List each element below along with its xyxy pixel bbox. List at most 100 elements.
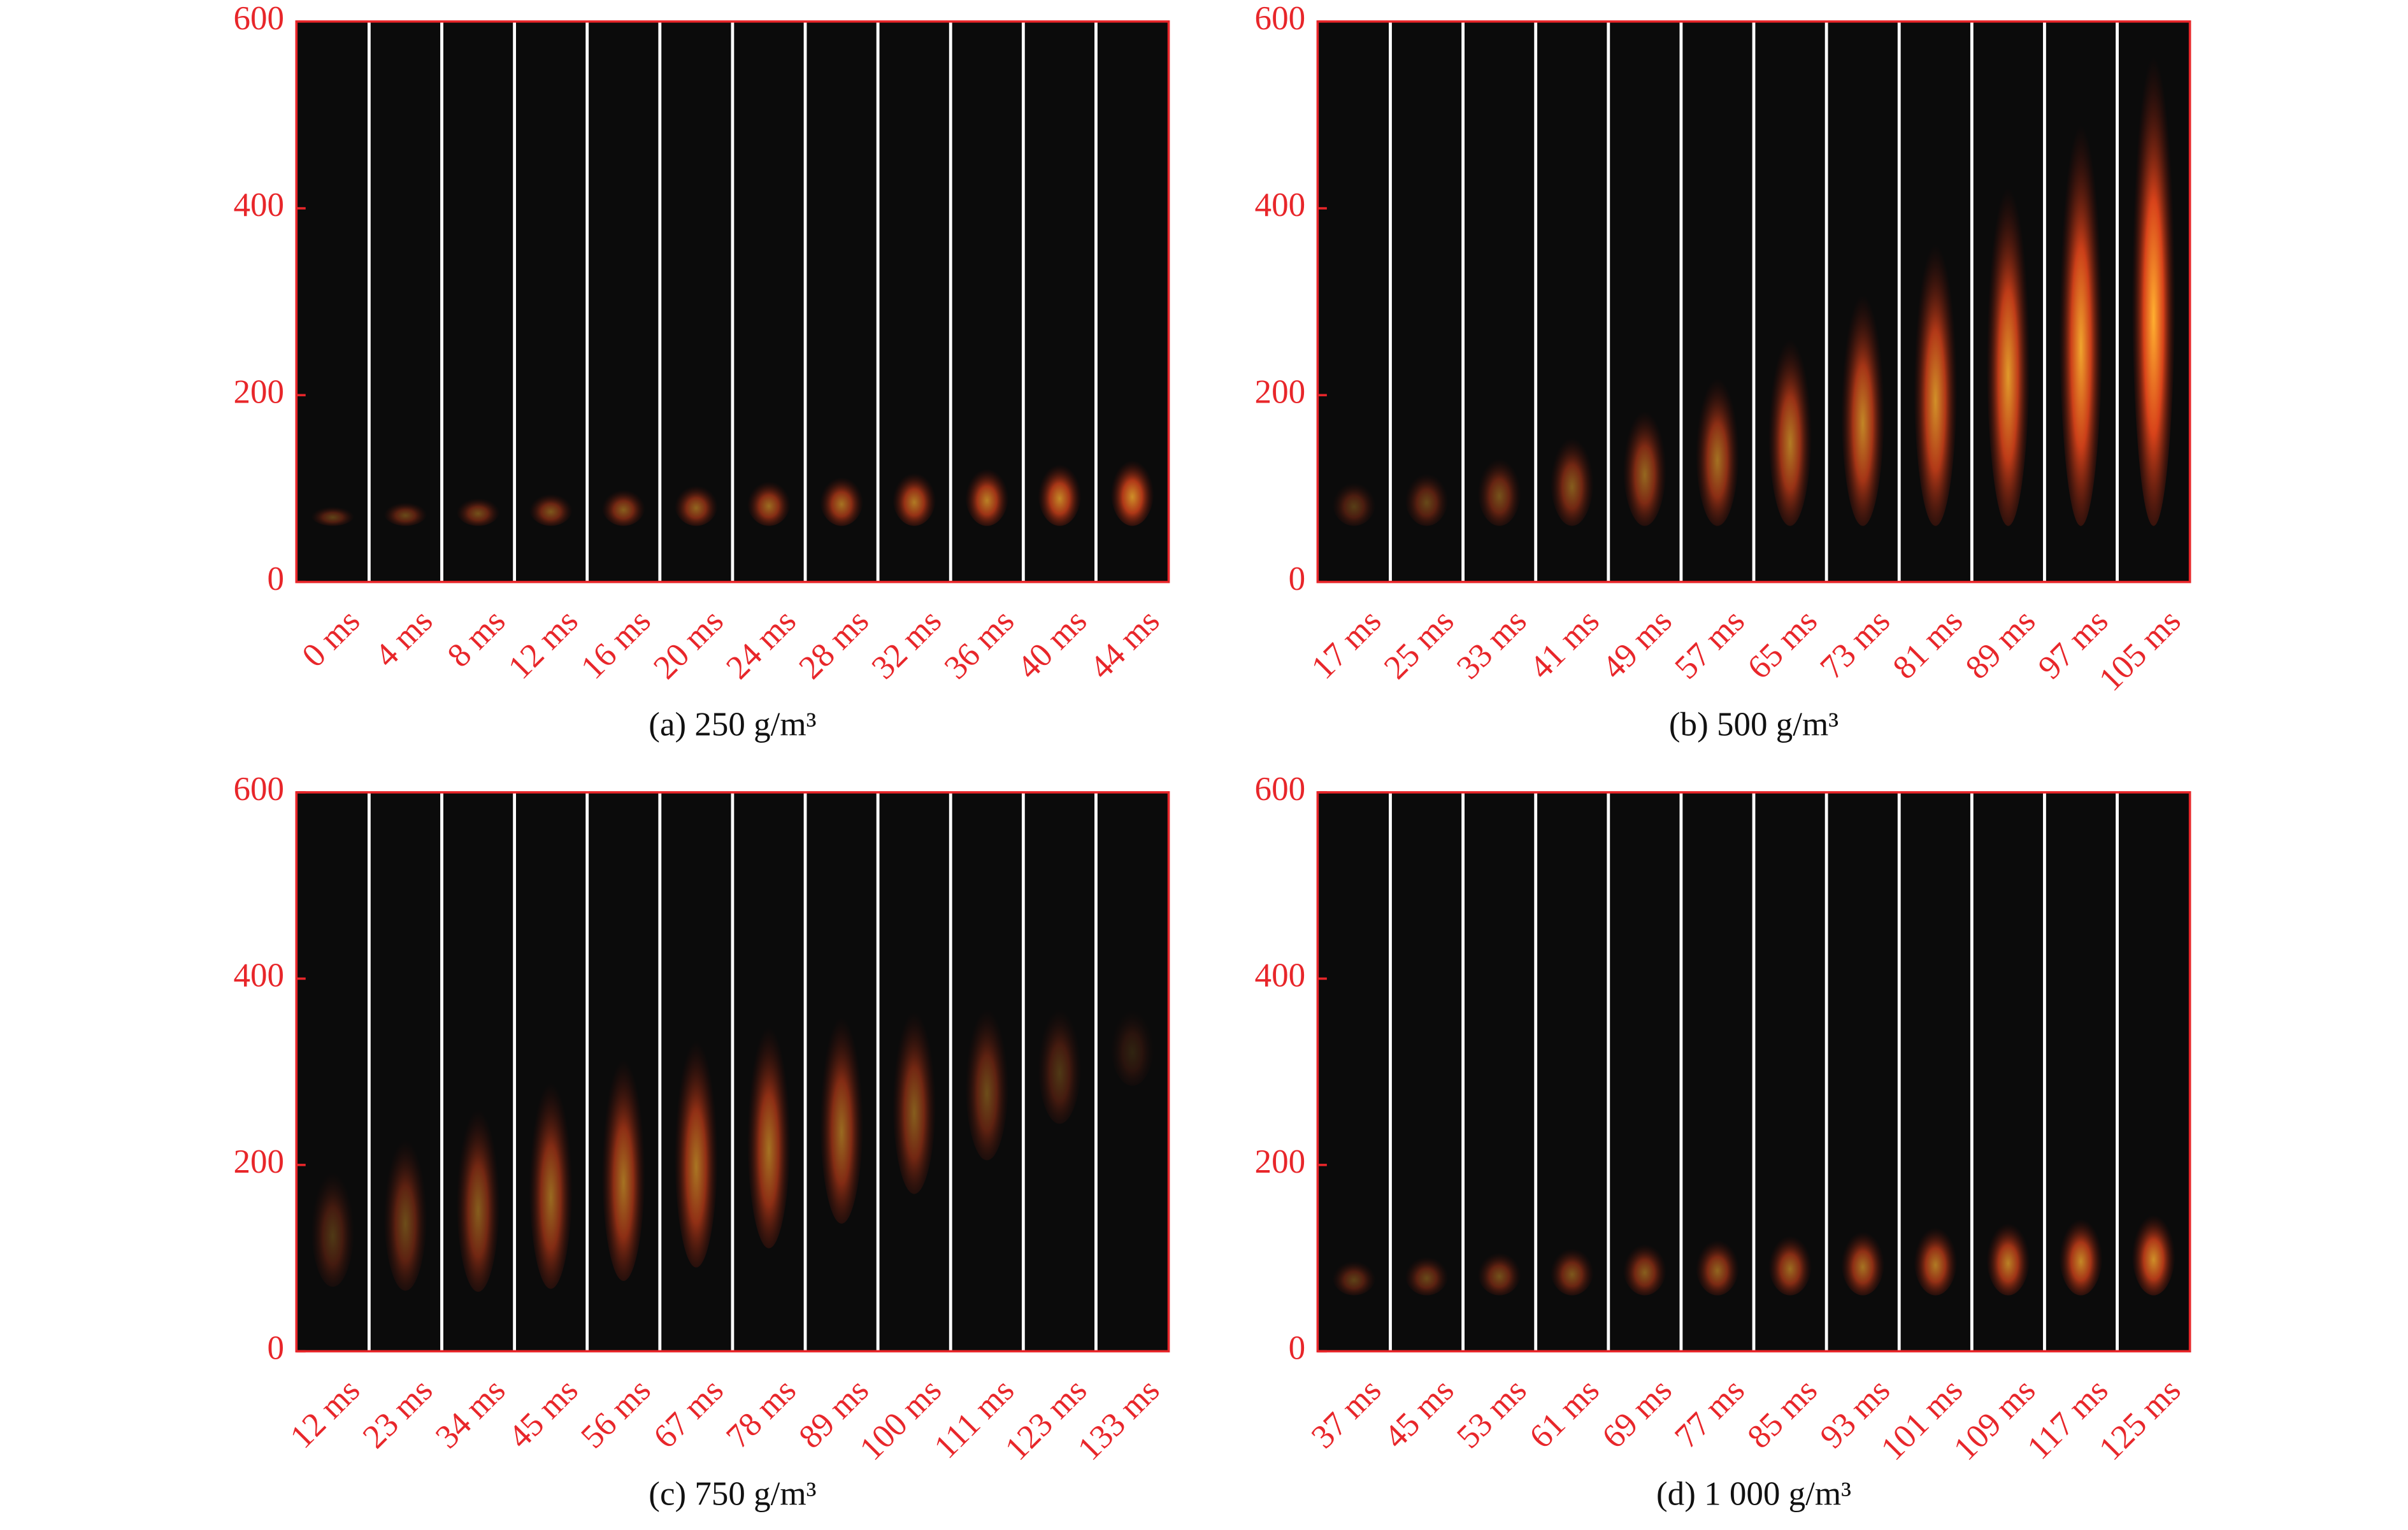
y-tick-label: 600 <box>233 0 284 37</box>
y-tick-label: 200 <box>1255 374 1306 411</box>
x-tick-label: 0 ms <box>295 603 367 675</box>
flame <box>1986 1215 2030 1296</box>
axes-frame <box>295 20 1170 583</box>
flame <box>1914 1220 1958 1296</box>
flame <box>1840 269 1885 526</box>
flame <box>529 490 573 526</box>
flame <box>1405 468 1449 526</box>
flame <box>1768 318 1812 526</box>
x-tick-label: 101 ms <box>1874 1371 1970 1467</box>
flame <box>892 467 936 526</box>
panel-caption: (a) 250 g/m³ <box>649 706 816 743</box>
flame <box>1332 1257 1376 1296</box>
y-tick-label: 0 <box>267 561 284 597</box>
y-tick-label: 400 <box>233 187 284 224</box>
x-tick-label: 111 ms <box>927 1371 1021 1466</box>
y-tick-label: 600 <box>233 771 284 808</box>
axes-frame <box>1316 20 2191 583</box>
x-tick-label: 45 ms <box>501 1371 585 1455</box>
flame <box>456 1089 500 1292</box>
x-tick-label: 41 ms <box>1523 603 1607 687</box>
x-tick-label: 61 ms <box>1523 1371 1607 1455</box>
x-tick-label: 23 ms <box>356 1371 440 1455</box>
x-tick-label: 49 ms <box>1595 603 1679 687</box>
flame <box>747 1002 791 1248</box>
x-tick-label: 32 ms <box>864 603 949 687</box>
x-tick-label: 40 ms <box>1010 603 1094 687</box>
x-tick-label: 57 ms <box>1668 603 1752 687</box>
x-tick-label: 117 ms <box>2020 1371 2115 1466</box>
x-tick-label: 73 ms <box>1813 603 1897 687</box>
flame <box>311 504 355 526</box>
x-tick-label: 65 ms <box>1740 603 1824 687</box>
x-tick-label: 77 ms <box>1668 1371 1752 1455</box>
x-tick-label: 56 ms <box>574 1371 658 1455</box>
y-tick-label: 400 <box>233 957 284 994</box>
x-tick-label: 36 ms <box>937 603 1021 687</box>
flame <box>2132 1206 2175 1296</box>
flame <box>383 1123 427 1291</box>
flame <box>1840 1224 1885 1296</box>
x-tick-label: 89 ms <box>1959 603 2043 687</box>
x-tick-label: 100 ms <box>853 1371 949 1467</box>
flame <box>819 994 864 1224</box>
x-tick-label: 33 ms <box>1450 603 1534 687</box>
flame <box>965 992 1009 1161</box>
axes-frame <box>1316 791 2191 1353</box>
flame <box>1550 428 1594 526</box>
x-tick-label: 105 ms <box>2092 603 2188 698</box>
x-tick-label: 123 ms <box>998 1371 1094 1467</box>
x-tick-label: 28 ms <box>792 603 876 687</box>
flame <box>892 991 936 1194</box>
y-tick-label: 200 <box>233 1143 284 1180</box>
y-tick-label: 200 <box>233 374 284 411</box>
y-tick-label: 600 <box>1255 771 1306 808</box>
x-tick-label: 8 ms <box>440 603 512 675</box>
x-tick-label: 85 ms <box>1740 1371 1824 1455</box>
flame <box>1038 996 1082 1124</box>
y-tick-label: 400 <box>1255 957 1306 994</box>
x-tick-label: 34 ms <box>429 1371 513 1455</box>
flame <box>1477 1248 1521 1296</box>
flame <box>1110 453 1154 526</box>
x-tick-label: 25 ms <box>1377 603 1461 687</box>
y-tick-label: 0 <box>1289 561 1306 597</box>
flame <box>747 476 791 526</box>
flame <box>311 1159 355 1287</box>
flame <box>1477 451 1521 526</box>
x-tick-label: 53 ms <box>1450 1371 1534 1455</box>
panel-caption: (c) 750 g/m³ <box>649 1475 816 1512</box>
x-tick-label: 44 ms <box>1083 603 1167 687</box>
x-tick-label: 20 ms <box>647 603 731 687</box>
x-tick-label: 69 ms <box>1595 1371 1679 1455</box>
x-tick-label: 81 ms <box>1886 603 1970 687</box>
flame <box>1914 213 1958 526</box>
flame <box>1550 1243 1594 1296</box>
flame <box>1768 1229 1812 1296</box>
flame <box>529 1059 573 1289</box>
flame <box>383 499 427 526</box>
y-tick-label: 0 <box>1289 1330 1306 1367</box>
flame <box>2059 1210 2103 1296</box>
y-tick-label: 0 <box>267 1330 284 1367</box>
x-tick-label: 37 ms <box>1305 1371 1389 1455</box>
axes-frame <box>295 791 1170 1353</box>
flame <box>1332 478 1376 526</box>
x-tick-label: 24 ms <box>719 603 803 687</box>
flame <box>456 495 500 526</box>
x-tick-label: 12 ms <box>283 1371 368 1455</box>
flame <box>2132 4 2175 526</box>
x-tick-label: 67 ms <box>647 1371 731 1455</box>
x-tick-label: 78 ms <box>719 1371 803 1455</box>
flame <box>2059 80 2103 526</box>
flame <box>1695 1234 1740 1296</box>
x-tick-label: 45 ms <box>1377 1371 1461 1455</box>
x-tick-label: 133 ms <box>1071 1371 1166 1467</box>
flame <box>1038 457 1082 526</box>
x-tick-label: 4 ms <box>368 603 440 675</box>
flame <box>1110 1001 1154 1086</box>
x-tick-label: 17 ms <box>1305 603 1389 687</box>
flame <box>1623 1238 1667 1296</box>
flame <box>674 481 719 526</box>
